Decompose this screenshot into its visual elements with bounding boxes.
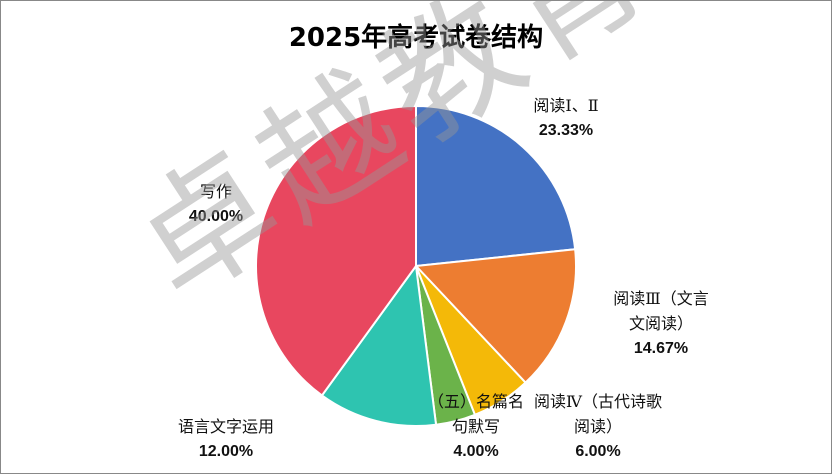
chart-title: 2025年高考试卷结构: [288, 23, 544, 53]
category-label: 写作: [199, 182, 232, 201]
slice-label: 阅读Ⅰ、Ⅱ 23.33%: [511, 93, 621, 143]
value-label: 14.67%: [633, 340, 689, 357]
value-label: 12.00%: [198, 443, 254, 460]
value-label: 23.33%: [538, 122, 594, 139]
value-label: 6.00%: [575, 443, 621, 460]
category-label: 阅读Ⅰ、Ⅱ: [533, 96, 599, 115]
slice-label: 语言文字运用 12.00%: [156, 414, 296, 464]
pie-slice: [255, 104, 417, 397]
pie-slice: [413, 248, 577, 385]
slice-label: （五）名篇名句默写 4.00%: [421, 389, 531, 464]
value-label: 4.00%: [453, 443, 499, 460]
slice-label: 阅读Ⅲ（文言文阅读） 14.67%: [606, 286, 716, 361]
category-label: 阅读Ⅳ（古代诗歌阅读）: [534, 392, 662, 436]
slice-label: 写作 40.00%: [166, 179, 266, 229]
category-label: 语言文字运用: [177, 417, 274, 436]
value-label: 40.00%: [188, 208, 244, 225]
category-label: 阅读Ⅲ（文言文阅读）: [613, 289, 709, 333]
category-label: （五）名篇名句默写: [427, 392, 524, 436]
pie-slice: [320, 263, 438, 427]
slice-label: 阅读Ⅳ（古代诗歌阅读） 6.00%: [533, 389, 663, 464]
pie-slice: [415, 104, 577, 268]
